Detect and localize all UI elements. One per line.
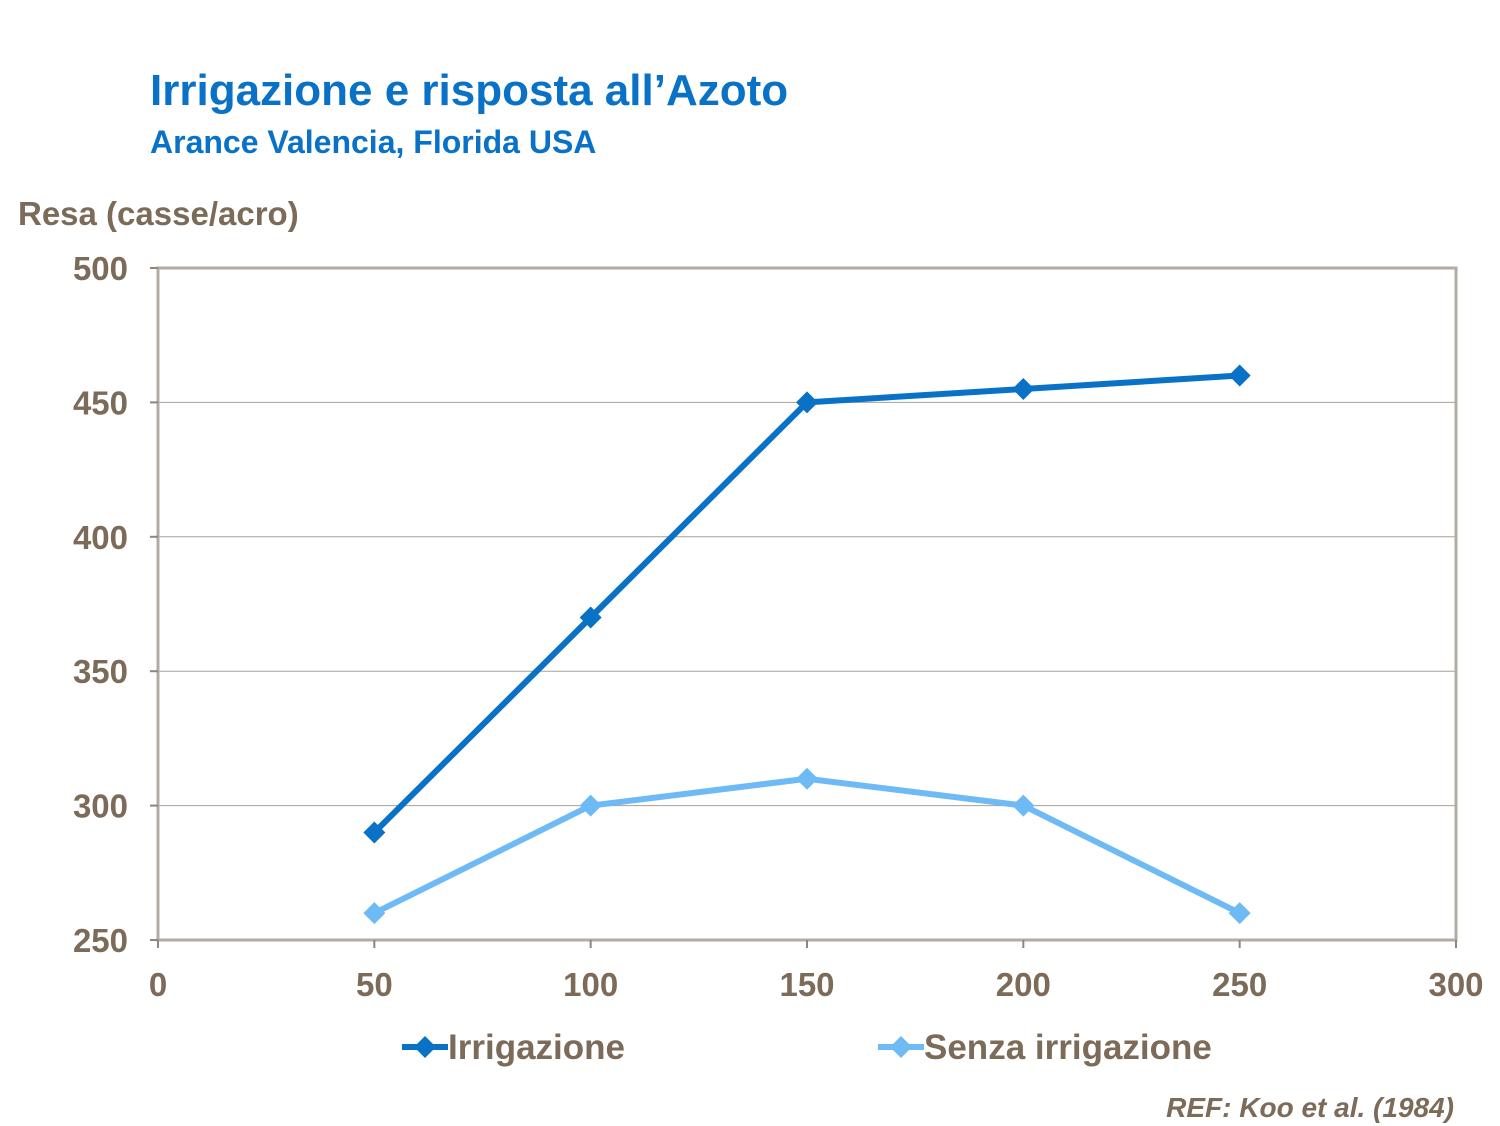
y-axis-ticks: 250 300 350 400 450 500 — [73, 250, 158, 959]
reference-note: REF: Koo et al. (1984) — [1166, 1092, 1454, 1123]
legend-marker-2 — [890, 1036, 912, 1058]
legend-label-1: Irrigazione — [448, 1028, 625, 1067]
x-tick-label-200: 200 — [996, 966, 1051, 1003]
y-tick-label-450: 450 — [73, 384, 128, 421]
y-tick-label-250: 250 — [73, 922, 128, 959]
series-2-point-100 — [579, 794, 602, 817]
y-axis-label: Resa (casse/acro) — [18, 195, 299, 232]
chart-title: Irrigazione e risposta all’Azoto — [150, 66, 789, 115]
plot-border — [156, 266, 1458, 942]
series-1-point-50 — [363, 821, 386, 844]
series-2-point-250 — [1228, 902, 1251, 925]
series-2-point-200 — [1012, 794, 1035, 817]
series-line-2 — [371, 775, 1243, 917]
x-tick-label-50: 50 — [356, 966, 393, 1003]
legend: Irrigazione Senza irrigazione — [402, 1028, 1212, 1067]
x-tick-label-100: 100 — [563, 966, 618, 1003]
series-2-point-150 — [796, 767, 818, 790]
x-tick-label-150: 150 — [779, 966, 834, 1003]
y-tick-label-300: 300 — [73, 788, 128, 825]
legend-label-2: Senza irrigazione — [924, 1028, 1212, 1067]
x-tick-label-300: 300 — [1428, 966, 1483, 1003]
series-1-point-200 — [1012, 377, 1035, 400]
x-tick-label-0: 0 — [149, 966, 167, 1003]
y-tick-label-350: 350 — [73, 653, 128, 690]
x-axis-ticks: 0 50 100 150 200 250 300 — [149, 940, 1484, 1003]
y-tick-label-500: 500 — [73, 250, 128, 287]
x-tick-label-250: 250 — [1212, 966, 1267, 1003]
series-1-point-100 — [579, 606, 602, 629]
gridlines — [158, 401, 1456, 807]
series-1-point-250 — [1228, 364, 1251, 387]
series-group — [363, 364, 1251, 925]
chart-subtitle: Arance Valencia, Florida USA — [150, 124, 597, 160]
series-1-point-150 — [796, 391, 818, 414]
legend-marker-1 — [414, 1036, 436, 1058]
series-line-1 — [371, 372, 1243, 836]
y-tick-label-400: 400 — [73, 519, 128, 556]
series-2-point-50 — [363, 902, 386, 925]
plot-frame — [156, 266, 1458, 942]
